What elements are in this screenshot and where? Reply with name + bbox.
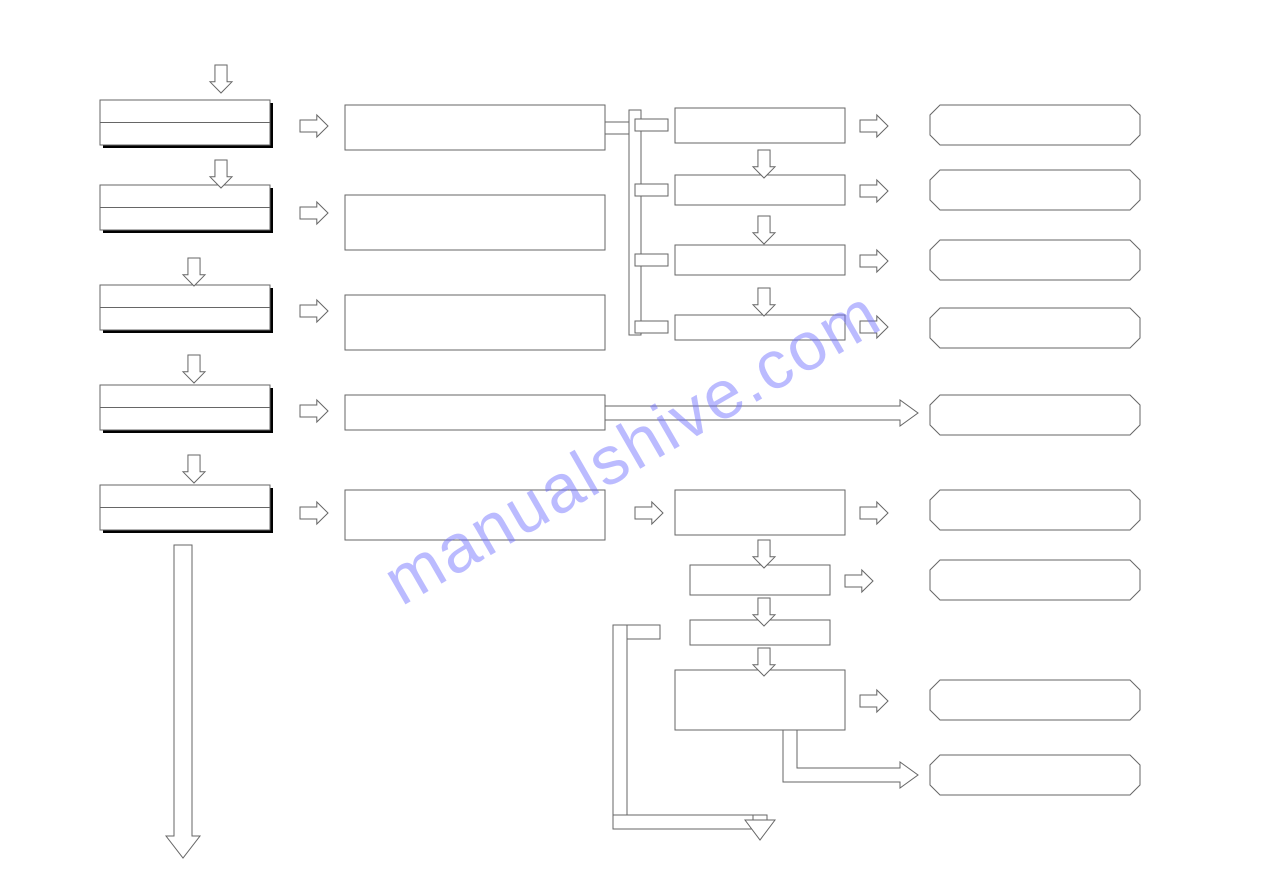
flow-node	[675, 490, 845, 535]
arrow-down-icon	[183, 355, 205, 383]
arrow-down-icon	[210, 160, 232, 188]
flow-node	[675, 245, 845, 275]
flow-node	[345, 295, 605, 350]
flow-terminal	[930, 308, 1140, 348]
arrow-right-icon	[300, 115, 328, 137]
arrow-right-icon	[860, 250, 888, 272]
flow-terminal	[930, 105, 1140, 145]
arrow-down-icon	[183, 455, 205, 483]
flow-node	[675, 670, 845, 730]
flow-node	[345, 395, 605, 430]
arrow-right-icon	[860, 180, 888, 202]
arrow-down-icon	[745, 820, 775, 840]
flow-node	[675, 108, 845, 143]
arrow-down-icon	[210, 65, 232, 93]
flow-terminal	[930, 395, 1140, 435]
flow-terminal	[930, 240, 1140, 280]
flow-node	[345, 105, 605, 150]
flow-node	[345, 490, 605, 540]
arrow-right-icon	[860, 316, 888, 338]
arrow-right-icon	[300, 202, 328, 224]
arrow-down-icon	[183, 258, 205, 286]
flow-terminal	[930, 490, 1140, 530]
arrow-elbow-icon	[783, 730, 918, 788]
arrow-right-icon	[860, 690, 888, 712]
flow-terminal	[930, 680, 1140, 720]
flow-terminal	[930, 560, 1140, 600]
arrow-right-icon	[860, 115, 888, 137]
arrow-down-icon	[753, 540, 775, 568]
flow-node	[690, 565, 830, 595]
arrow-down-icon	[753, 288, 775, 316]
arrow-right-icon	[860, 502, 888, 524]
flow-terminal	[930, 755, 1140, 795]
flow-node	[675, 315, 845, 340]
flow-node	[690, 620, 830, 645]
arrow-down-icon	[753, 150, 775, 178]
arrow-right-icon	[605, 400, 918, 426]
flow-node	[345, 195, 605, 250]
flow-node	[675, 175, 845, 205]
arrow-down-icon	[166, 545, 200, 858]
arrow-right-icon	[635, 502, 663, 524]
arrow-right-icon	[300, 300, 328, 322]
arrow-right-icon	[300, 502, 328, 524]
arrow-down-icon	[753, 216, 775, 244]
flowchart-canvas	[0, 0, 1263, 893]
arrow-right-icon	[845, 570, 873, 592]
flow-terminal	[930, 170, 1140, 210]
arrow-right-icon	[300, 400, 328, 422]
